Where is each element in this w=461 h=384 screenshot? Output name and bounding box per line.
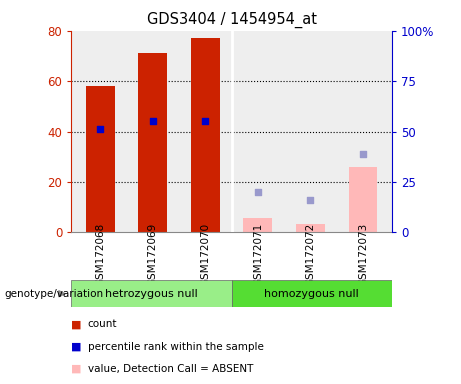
Bar bbox=[231, 280, 392, 307]
Text: ■: ■ bbox=[71, 342, 82, 352]
Text: GSM172072: GSM172072 bbox=[306, 222, 315, 286]
Text: count: count bbox=[88, 319, 117, 329]
Text: GSM172073: GSM172073 bbox=[358, 222, 368, 286]
Point bbox=[202, 118, 209, 124]
Text: genotype/variation: genotype/variation bbox=[5, 289, 104, 299]
Bar bbox=[191, 38, 220, 232]
Text: value, Detection Call = ABSENT: value, Detection Call = ABSENT bbox=[88, 364, 253, 374]
Bar bbox=[86, 86, 115, 232]
Point bbox=[307, 197, 314, 203]
Text: GSM172068: GSM172068 bbox=[95, 222, 106, 286]
Text: ■: ■ bbox=[71, 319, 82, 329]
Point bbox=[254, 189, 261, 195]
Text: GSM172070: GSM172070 bbox=[201, 223, 210, 286]
Bar bbox=[71, 280, 231, 307]
Point bbox=[359, 151, 366, 157]
Bar bbox=[296, 223, 325, 232]
Text: GSM172071: GSM172071 bbox=[253, 222, 263, 286]
Text: ■: ■ bbox=[71, 364, 82, 374]
Text: homozygous null: homozygous null bbox=[264, 289, 359, 299]
Title: GDS3404 / 1454954_at: GDS3404 / 1454954_at bbox=[147, 12, 317, 28]
Text: GSM172069: GSM172069 bbox=[148, 222, 158, 286]
Point bbox=[149, 118, 157, 124]
Text: percentile rank within the sample: percentile rank within the sample bbox=[88, 342, 264, 352]
Point bbox=[97, 126, 104, 132]
Bar bbox=[138, 53, 167, 232]
Bar bbox=[243, 218, 272, 232]
Text: hetrozygous null: hetrozygous null bbox=[105, 289, 198, 299]
Bar bbox=[349, 167, 378, 232]
